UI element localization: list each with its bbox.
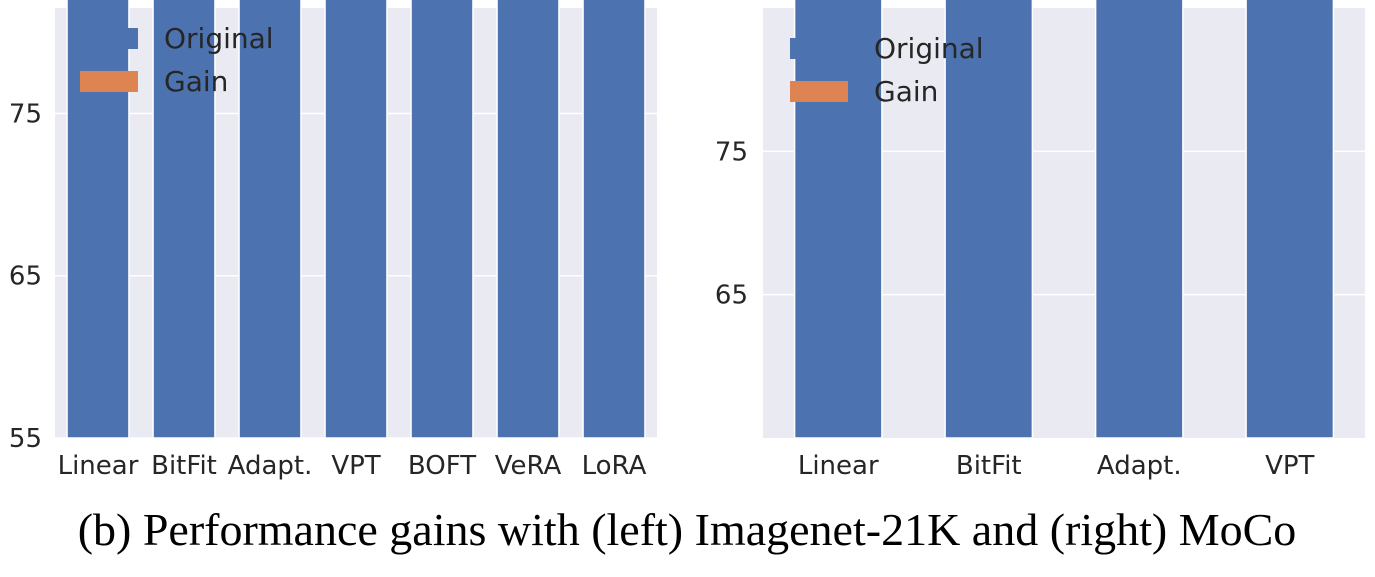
y-tick-label: 55 — [9, 424, 42, 454]
legend-label: Gain — [164, 65, 228, 98]
x-tick-label: Linear — [58, 451, 139, 481]
y-tick-label: 75 — [9, 99, 42, 129]
x-tick-label: BitFit — [151, 451, 217, 481]
x-tick-label: VPT — [331, 451, 380, 481]
x-tick-label: VPT — [1265, 451, 1314, 481]
bar-segment — [793, 0, 883, 439]
bar-segment — [410, 0, 474, 439]
bar-segment — [66, 0, 130, 439]
chart: 556575LinearBitFitAdapt.VPTBOFTVeRALoRA+… — [9, 0, 657, 481]
x-tick-label: BitFit — [956, 451, 1022, 481]
legend-swatch — [80, 28, 138, 49]
x-tick-label: BOFT — [408, 451, 476, 481]
x-tick-label: Adapt. — [228, 451, 313, 481]
bar-segment — [324, 0, 388, 439]
legend-swatch — [790, 38, 848, 59]
bar-segment — [152, 0, 216, 439]
chart: 6575LinearBitFitAdapt.VPT+7.6+0.7+0.9+6.… — [715, 0, 1365, 481]
x-tick-label: VeRA — [495, 451, 562, 481]
bar-segment — [1245, 0, 1335, 439]
x-tick-label: Adapt. — [1097, 451, 1182, 481]
legend-label: Gain — [874, 75, 938, 108]
legend-label: Original — [874, 32, 984, 65]
legend-label: Original — [164, 22, 274, 55]
legend-swatch — [790, 81, 848, 102]
y-tick-label: 65 — [9, 262, 42, 292]
caption: (b) Performance gains with (left) Imagen… — [78, 504, 1297, 555]
x-tick-label: Linear — [798, 451, 879, 481]
bar-segment — [1094, 0, 1184, 439]
x-tick-label: LoRA — [582, 451, 647, 481]
legend-swatch — [80, 71, 138, 92]
y-tick-label: 65 — [715, 281, 748, 311]
bar-segment — [944, 0, 1034, 439]
bar-segment — [238, 0, 302, 439]
bar-segment — [496, 0, 560, 439]
bar-segment — [582, 0, 646, 439]
y-tick-label: 75 — [715, 137, 748, 167]
